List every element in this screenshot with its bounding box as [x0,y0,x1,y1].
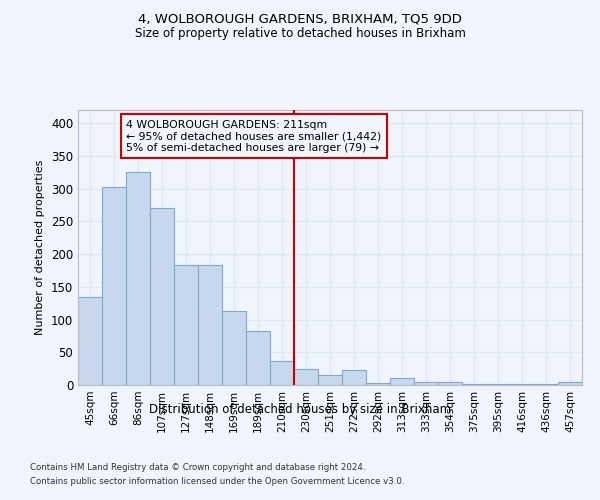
Text: 4, WOLBOROUGH GARDENS, BRIXHAM, TQ5 9DD: 4, WOLBOROUGH GARDENS, BRIXHAM, TQ5 9DD [138,12,462,26]
Bar [366,383,390,385]
Bar [510,384,534,385]
Bar [486,384,510,385]
Bar [438,382,462,385]
Bar [222,311,246,385]
Text: Contains public sector information licensed under the Open Government Licence v3: Contains public sector information licen… [30,478,404,486]
Bar [174,265,198,385]
Bar [390,378,414,385]
Y-axis label: Number of detached properties: Number of detached properties [35,160,46,335]
Bar [246,330,270,385]
Bar [150,208,174,385]
Bar [198,265,222,385]
Bar [462,384,486,385]
Text: Contains HM Land Registry data © Crown copyright and database right 2024.: Contains HM Land Registry data © Crown c… [30,462,365,471]
Bar [102,186,126,385]
Bar [270,361,294,385]
Text: 4 WOLBOROUGH GARDENS: 211sqm
← 95% of detached houses are smaller (1,442)
5% of : 4 WOLBOROUGH GARDENS: 211sqm ← 95% of de… [126,120,381,153]
Bar [318,375,342,385]
Bar [78,296,102,385]
Bar [126,172,150,385]
Bar [534,384,558,385]
Bar [558,382,582,385]
Bar [414,382,438,385]
Text: Size of property relative to detached houses in Brixham: Size of property relative to detached ho… [134,28,466,40]
Bar [294,368,318,385]
Text: Distribution of detached houses by size in Brixham: Distribution of detached houses by size … [149,402,451,415]
Bar [342,370,366,385]
